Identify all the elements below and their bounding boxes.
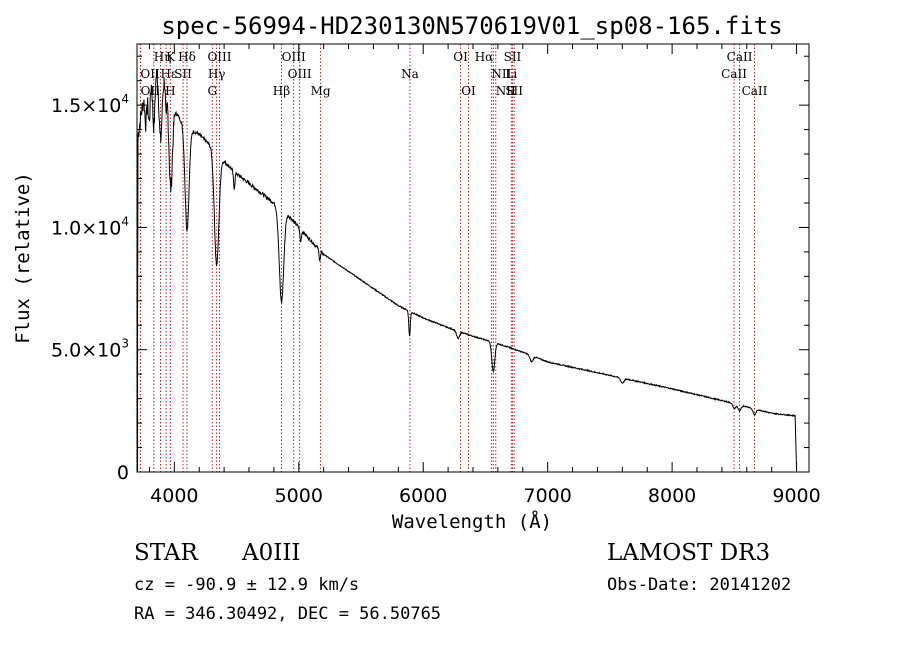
- spectral-line-label: CaII: [727, 50, 753, 64]
- y-tick-mantissa: 1.0×10: [51, 217, 121, 239]
- x-tick-label: 9000: [772, 485, 820, 507]
- spectral-line-label: Hα: [475, 50, 494, 64]
- spectral-line-label: OII: [140, 67, 160, 81]
- axis-ticks: [137, 44, 809, 473]
- y-tick-label: 0: [117, 462, 129, 484]
- x-tick-label: 5000: [275, 485, 323, 507]
- spectral-line-label: SII: [504, 50, 522, 64]
- y-tick-mantissa: 5.0×10: [51, 340, 121, 362]
- y-tick-exponent: 4: [121, 214, 129, 228]
- spectral-line-label: NII: [491, 67, 511, 81]
- observation-date: Obs-Date: 20141202: [607, 575, 791, 595]
- spectral-class: A0III: [241, 540, 301, 566]
- spectral-line-label: K: [166, 50, 176, 64]
- y-tick-label: 5.0×103: [51, 337, 129, 362]
- spectral-line-label: Mg: [311, 84, 331, 98]
- spectral-line-label: Hη: [154, 50, 172, 64]
- x-tick-label: 4000: [150, 485, 198, 507]
- y-axis-label: Flux (relative): [12, 172, 34, 344]
- chart-title: spec-56994-HD230130N570619V01_sp08-165.f…: [161, 12, 782, 40]
- spectral-line-label: Hε: [161, 67, 178, 81]
- spectral-line-label: OIII: [288, 67, 312, 81]
- spectral-line-label: SII: [505, 84, 523, 98]
- spectral-line-label: OIII: [207, 50, 231, 64]
- spectral-line-label: NII: [496, 84, 516, 98]
- y-tick-mantissa: 1.5×10: [51, 95, 121, 117]
- x-tick-label: 7000: [523, 485, 571, 507]
- spectrum-series-line: [137, 69, 798, 473]
- spectral-line-label: Hβ: [273, 84, 290, 98]
- spectral-line-label: OI: [461, 84, 476, 98]
- redshift-value: cz = -90.9 ± 12.9 km/s: [134, 575, 359, 595]
- object-type: STAR: [134, 540, 198, 566]
- coordinates: RA = 346.30492, DEC = 56.50765: [134, 604, 441, 624]
- x-tick-label: 6000: [399, 485, 447, 507]
- survey-name: LAMOST DR3: [607, 540, 770, 566]
- spectral-line-markers: [139, 44, 755, 472]
- y-tick-exponent: 3: [121, 337, 129, 351]
- y-tick-exponent: 4: [121, 92, 129, 106]
- y-tick-mantissa: 0: [117, 462, 129, 484]
- x-axis-label: Wavelength (Å): [392, 510, 552, 533]
- x-tick-labels: 4000 5000 6000 7000 8000 9000: [150, 485, 821, 507]
- spectral-line-label: H: [165, 84, 175, 98]
- spectral-line-label: CaII: [742, 84, 768, 98]
- y-tick-label: 1.0×104: [51, 214, 129, 239]
- y-tick-label: 1.5×104: [51, 92, 129, 117]
- x-tick-label: 8000: [648, 485, 696, 507]
- spectral-line-label: Na: [401, 67, 419, 81]
- spectral-line-label: Hδ: [178, 50, 196, 64]
- spectral-line-label: SII: [174, 67, 192, 81]
- spectral-line-label: Hγ: [208, 67, 226, 81]
- plot-frame: [136, 43, 810, 473]
- spectral-line-label: CaII: [721, 67, 747, 81]
- spectral-line-label: OI: [453, 50, 468, 64]
- spectral-line-label: OIII: [282, 50, 306, 64]
- spectral-line-label: G: [207, 84, 217, 98]
- spectral-line-label: Li: [505, 67, 517, 81]
